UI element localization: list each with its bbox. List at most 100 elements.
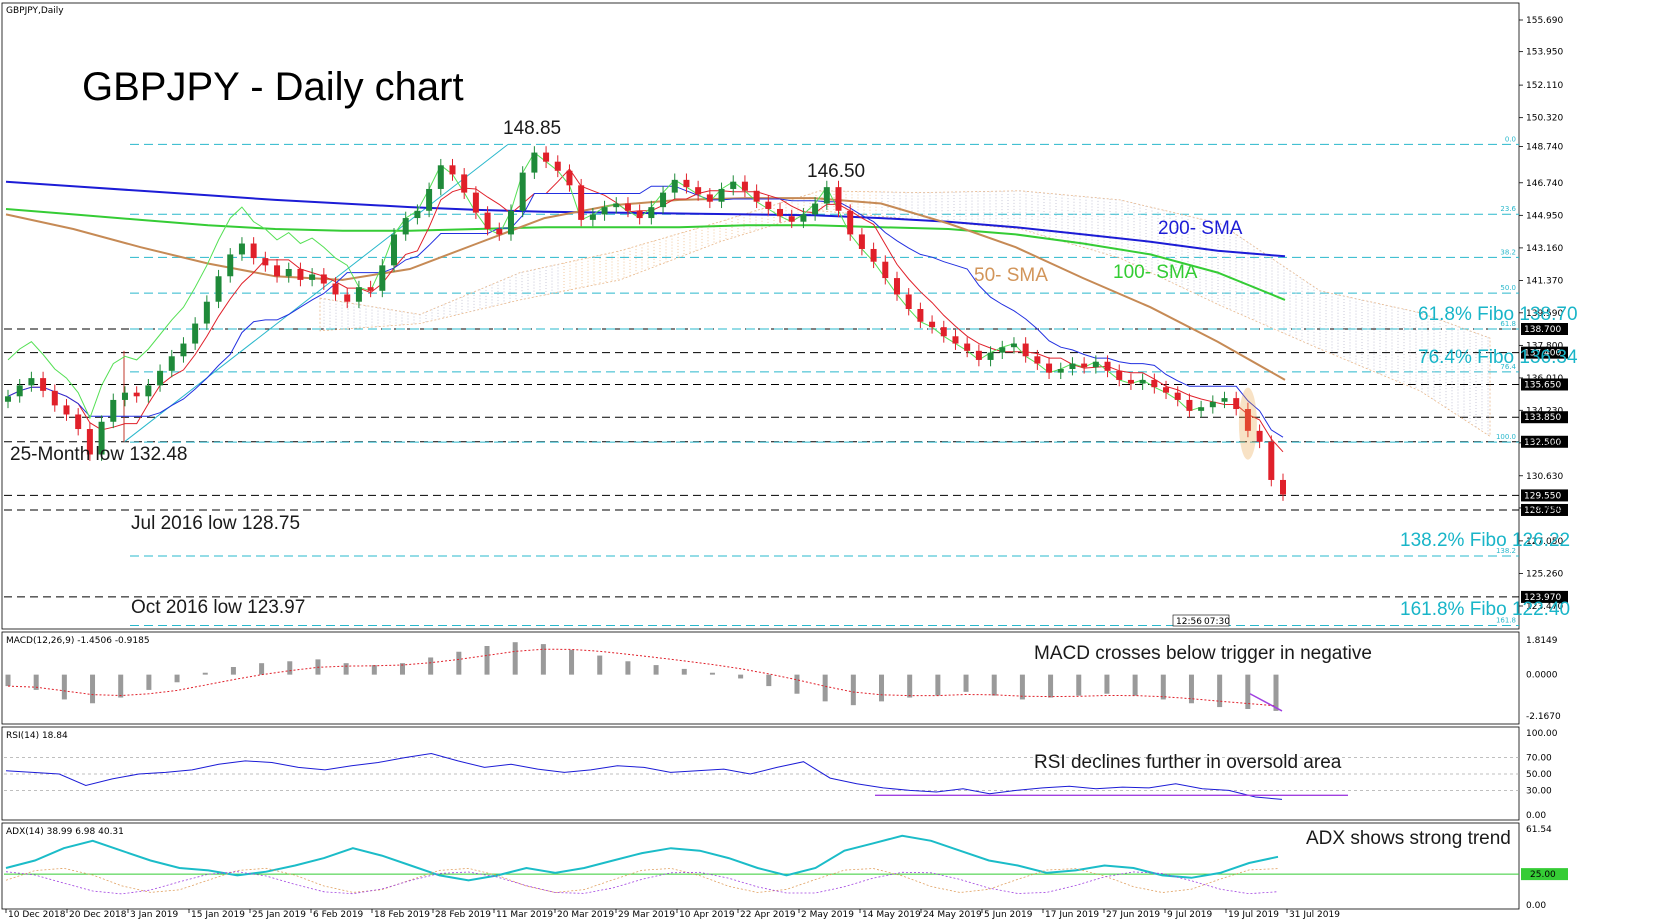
level-tag	[1521, 489, 1568, 502]
macd-histogram-bar	[738, 674, 744, 679]
candle-body	[648, 207, 655, 219]
fibo-ratio-label: 76.4	[1500, 363, 1516, 371]
macd-signal-line	[7, 648, 1277, 707]
macd-histogram-bar	[625, 661, 631, 675]
macd-histogram-bar	[61, 674, 67, 700]
candle-body	[975, 350, 982, 360]
candle-body	[566, 170, 573, 186]
candle-body	[1127, 379, 1134, 384]
candle-body	[952, 336, 959, 344]
candle-body	[706, 194, 713, 202]
macd-histogram-bar	[512, 642, 518, 675]
candle-body	[1174, 392, 1181, 400]
candle-body	[180, 343, 187, 357]
candle-body	[250, 243, 257, 259]
candle-body	[718, 188, 725, 202]
price-tick-label: 137.800	[1526, 341, 1563, 351]
adx-label: ADX(14) 38.99 6.98 40.31	[6, 827, 124, 837]
candle-body	[1209, 401, 1216, 408]
fibo764-label: 76.4% Fibo 136.34	[1418, 347, 1578, 368]
price-tick-label: 139.590	[1526, 309, 1563, 319]
candle-body	[507, 210, 514, 235]
candle-body	[870, 248, 877, 262]
date-tick-label: 11 Mar 2019	[496, 910, 553, 919]
candle-body	[1139, 379, 1146, 384]
candle-body	[402, 218, 409, 235]
macd-axis-label: 1.8149	[1526, 636, 1558, 646]
date-tick-label: 22 Apr 2019	[740, 910, 796, 919]
sma50-label: 50- SMA	[974, 265, 1048, 286]
date-tick-label: 20 Dec 2018	[69, 910, 127, 919]
price-tick-label: 155.690	[1526, 16, 1563, 26]
macd-histogram-bar	[90, 674, 96, 704]
candle-body	[624, 203, 631, 211]
rsi-annotation: RSI declines further in oversold area	[1034, 752, 1342, 773]
kijun-line	[7, 185, 1284, 438]
candle-body	[1046, 363, 1053, 373]
level-tag-text: 137.400	[1524, 349, 1561, 359]
date-tick-label: 27 Jun 2019	[1106, 910, 1160, 919]
candle-body	[426, 188, 433, 211]
macd-histogram-bar	[1104, 674, 1110, 694]
time-stamps: 12:56 07:30	[1172, 614, 1230, 627]
candle-body	[1104, 361, 1111, 371]
candle-body	[835, 187, 842, 211]
macd-panel-frame	[1, 631, 1520, 725]
candle-body	[741, 181, 748, 191]
candle-body	[882, 261, 889, 279]
macd-histogram-bar	[822, 674, 828, 702]
macd-histogram-bar	[597, 655, 603, 675]
macd-histogram-bar	[850, 674, 856, 706]
candle-body	[1069, 363, 1076, 370]
candle-body	[227, 254, 234, 277]
candle-body	[1116, 370, 1123, 380]
candle-body	[812, 203, 819, 215]
macd-histogram-bar	[202, 672, 208, 675]
date-tick-label: 20 Mar 2019	[557, 910, 614, 919]
candle-body	[63, 405, 70, 415]
candle-body	[905, 294, 912, 309]
macd-histogram-bar	[540, 644, 546, 675]
price-tick-label: 136.010	[1526, 374, 1563, 384]
candle-body	[1151, 379, 1158, 388]
date-tick-label: 18 Feb 2019	[374, 910, 430, 919]
ichimoku-cloud-bearish	[319, 190, 1491, 438]
price-tick-label: 144.950	[1526, 211, 1563, 221]
candle-body	[929, 321, 936, 328]
price-tick-label: 130.630	[1526, 472, 1563, 482]
date-tick-label: 31 Jul 2019	[1289, 910, 1340, 919]
candle-body	[379, 265, 386, 291]
macd-histogram-bar	[399, 663, 405, 675]
macd-label: MACD(12,26,9) -1.4506 -0.9185	[6, 636, 150, 646]
level-tag-text: 135.650	[1524, 380, 1561, 390]
candle-body	[121, 392, 128, 400]
time-b: 07:30	[1204, 617, 1230, 627]
rsi-panel-frame	[1, 726, 1520, 821]
price-tick-label: 150.320	[1526, 114, 1563, 124]
fibo-ratio-label: 100.0	[1496, 433, 1516, 441]
candle-body	[554, 161, 561, 171]
fibo-trend-line	[123, 144, 509, 443]
candle-body	[40, 378, 47, 391]
macd-histogram-bar	[991, 674, 997, 696]
price-tick-label: 148.740	[1526, 142, 1563, 152]
tenkan-line	[7, 168, 1284, 453]
candle-body	[543, 152, 550, 162]
macd-histogram-bar	[1245, 674, 1251, 709]
candle-body	[1256, 430, 1263, 442]
candle-body	[110, 399, 117, 422]
macd-histogram-bar	[766, 674, 772, 687]
candle-body	[332, 283, 339, 295]
jul2016-label: Jul 2016 low 128.75	[131, 513, 300, 534]
candle-body	[1244, 409, 1251, 431]
date-tick-label: 14 May 2019	[862, 910, 921, 919]
macd-histogram-bar	[1273, 674, 1279, 711]
macd-histogram-bar	[33, 674, 39, 690]
price-tick-label: 146.740	[1526, 179, 1563, 189]
candle-body	[192, 323, 199, 344]
candle-body	[671, 179, 678, 193]
candle-body	[858, 234, 865, 249]
level-tag-text: 132.500	[1524, 438, 1561, 448]
candle-body	[391, 234, 398, 266]
level-tag	[1521, 435, 1568, 448]
